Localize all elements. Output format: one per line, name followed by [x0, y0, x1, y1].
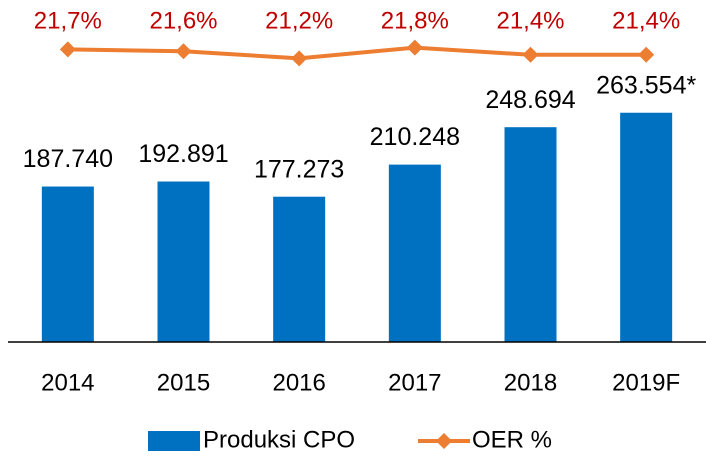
x-tick-label: 2015 — [157, 369, 210, 396]
bar — [41, 186, 94, 342]
legend-label: OER % — [472, 426, 552, 453]
data-label: 21,8% — [381, 7, 449, 34]
x-tick-label: 2016 — [272, 369, 325, 396]
data-label: 263.554* — [596, 71, 696, 99]
marker — [406, 39, 423, 56]
bar — [157, 181, 210, 342]
bar — [273, 196, 326, 342]
legend-swatch — [148, 431, 200, 451]
bar — [620, 112, 673, 342]
marker — [175, 43, 192, 60]
data-label: 187.740 — [23, 145, 113, 173]
marker — [291, 50, 308, 67]
legend-label: Produksi CPO — [203, 426, 355, 453]
marker — [638, 46, 655, 63]
x-tick-label: 2014 — [41, 369, 94, 396]
line — [67, 45, 647, 61]
x-tick-label: 2018 — [504, 369, 557, 396]
data-label: 21,4% — [612, 7, 680, 34]
data-label: 21,7% — [34, 7, 102, 34]
bar — [504, 127, 557, 342]
data-label: 21,2% — [265, 7, 333, 34]
x-tick-label: 2017 — [388, 369, 441, 396]
data-label: 21,6% — [149, 7, 217, 34]
x-tick-label: 2019F — [612, 369, 680, 396]
data-label: 248.694 — [485, 86, 575, 114]
marker — [59, 41, 76, 58]
data-label: 210.248 — [370, 123, 460, 151]
data-label: 21,4% — [496, 7, 564, 34]
data-label: 177.273 — [254, 155, 344, 183]
bar — [388, 164, 441, 342]
legend-swatch — [436, 433, 452, 449]
marker — [522, 46, 539, 63]
data-label: 192.891 — [138, 140, 228, 168]
